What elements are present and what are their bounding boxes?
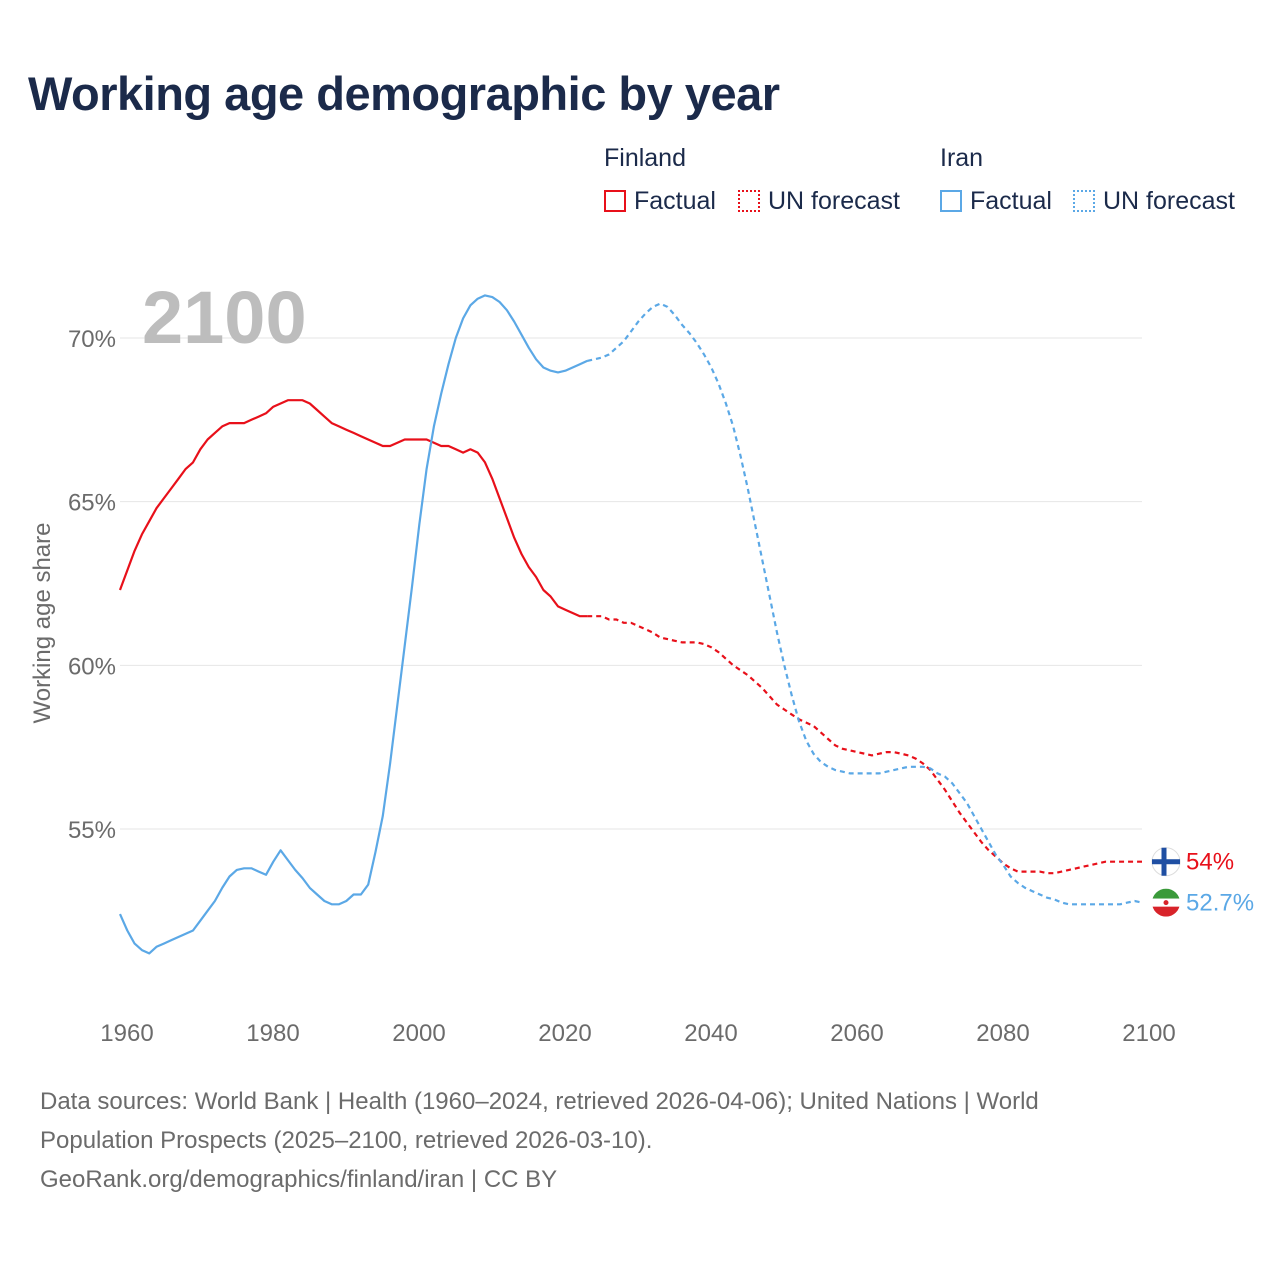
iran-flag-icon	[1152, 888, 1180, 917]
series-line-iran-forecast	[586, 302, 1143, 906]
x-tick-label: 2080	[976, 1020, 1029, 1047]
x-tick-label: 2000	[392, 1020, 445, 1047]
legend-finland-factual[interactable]: Factual	[604, 186, 716, 216]
footer-attribution[interactable]: GeoRank.org/demographics/finland/iran | …	[40, 1166, 558, 1193]
x-tick-label: 2100	[1122, 1020, 1175, 1047]
end-value-label-finland: 54%	[1186, 849, 1234, 876]
x-tick-label: 2020	[538, 1020, 591, 1047]
legend-group-finland-title: Finland	[604, 144, 686, 172]
legend-iran-forecast-label: UN forecast	[1103, 186, 1235, 215]
chart-title: Working age demographic by year	[28, 67, 780, 120]
legend-iran-factual[interactable]: Factual	[940, 186, 1052, 216]
x-tick-label: 1980	[246, 1020, 299, 1047]
series-line-finland-factual	[118, 399, 588, 618]
x-tick-label: 2060	[830, 1020, 883, 1047]
legend-iran-factual-label: Factual	[970, 186, 1052, 215]
legend-finland-forecast-label: UN forecast	[768, 186, 900, 215]
y-tick-label: 60%	[68, 653, 116, 680]
legend-swatch-solid-icon	[940, 190, 962, 212]
legend-swatch-solid-icon	[604, 190, 626, 212]
x-axis-ticks: 1960 1980 2000 2020 2040 2060 2080 2100	[100, 1020, 1175, 1047]
y-tick-label: 70%	[68, 326, 116, 353]
gridlines	[120, 337, 1142, 830]
x-tick-label: 1960	[100, 1020, 153, 1047]
footer-sources-line-1: Data sources: World Bank | Health (1960–…	[40, 1088, 1039, 1115]
line-chart: 2100 Working age share 55% 60% 65% 70% 1960…	[29, 276, 1254, 1047]
series-line-iran-factual	[118, 294, 588, 955]
legend-swatch-dotted-icon	[738, 190, 760, 212]
legend-iran-forecast[interactable]: UN forecast	[1073, 186, 1235, 216]
footer-sources-line-2: Population Prospects (2025–2100, retriev…	[40, 1127, 653, 1154]
y-axis-ticks: 55% 60% 65% 70%	[68, 326, 116, 844]
end-value-label-iran: 52.7%	[1186, 890, 1254, 917]
series-end-markers: 54% 52.7%	[1151, 847, 1254, 917]
legend-swatch-dotted-icon	[1073, 190, 1095, 212]
y-axis-label: Working age share	[29, 523, 56, 724]
x-tick-label: 2040	[684, 1020, 737, 1047]
legend-finland-factual-label: Factual	[634, 186, 716, 215]
legend-finland-forecast[interactable]: UN forecast	[738, 186, 900, 216]
year-watermark: 2100	[142, 276, 307, 359]
finland-flag-icon	[1151, 847, 1181, 877]
y-tick-label: 55%	[68, 817, 116, 844]
series-lines	[118, 294, 1143, 955]
legend-group-iran-title: Iran	[940, 144, 984, 172]
y-tick-label: 65%	[68, 490, 116, 517]
series-line-finland-forecast	[587, 615, 1142, 875]
